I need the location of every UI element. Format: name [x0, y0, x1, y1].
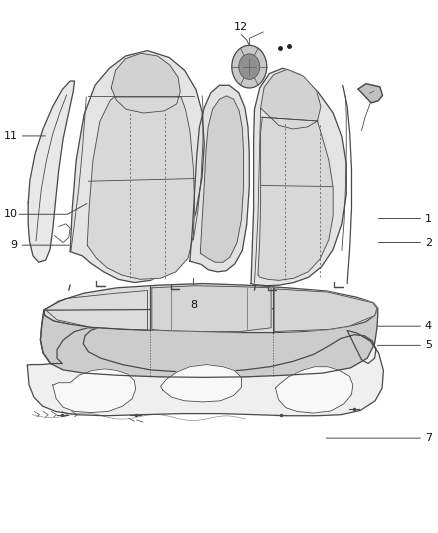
Text: 5: 5: [425, 341, 432, 350]
Circle shape: [232, 45, 267, 88]
Polygon shape: [44, 284, 378, 333]
Text: 7: 7: [425, 433, 432, 443]
Polygon shape: [28, 81, 74, 262]
Polygon shape: [200, 96, 244, 262]
Polygon shape: [358, 84, 382, 103]
Text: 9: 9: [11, 240, 18, 250]
Polygon shape: [152, 286, 271, 332]
Polygon shape: [274, 289, 377, 332]
Polygon shape: [53, 369, 136, 413]
Polygon shape: [276, 367, 353, 413]
Polygon shape: [40, 308, 378, 377]
Circle shape: [239, 54, 260, 79]
Polygon shape: [190, 85, 249, 272]
Polygon shape: [251, 68, 346, 286]
Polygon shape: [87, 97, 194, 279]
Text: 10: 10: [4, 209, 18, 219]
Text: 2: 2: [425, 238, 432, 247]
Text: 4: 4: [425, 321, 432, 331]
Polygon shape: [261, 69, 321, 129]
Polygon shape: [27, 328, 383, 416]
Text: 8: 8: [190, 300, 197, 310]
Polygon shape: [111, 53, 180, 113]
Polygon shape: [258, 117, 333, 280]
Text: 12: 12: [233, 22, 247, 32]
Polygon shape: [161, 365, 241, 402]
Text: 1: 1: [425, 214, 432, 223]
Polygon shape: [70, 51, 204, 282]
Text: 11: 11: [4, 131, 18, 141]
